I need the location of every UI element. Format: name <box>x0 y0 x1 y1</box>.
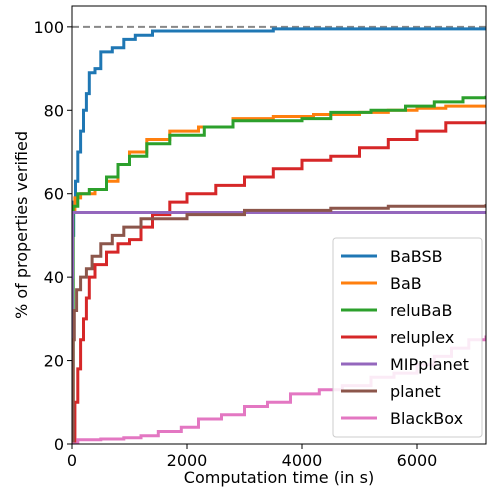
legend-label-babsb: BaBSB <box>390 247 443 266</box>
y-axis-label: % of properties verified <box>12 131 31 319</box>
y-tick-label: 60 <box>44 185 64 204</box>
legend-box <box>332 237 483 438</box>
legend-label-bab: BaB <box>390 274 422 293</box>
plot-lines <box>72 25 486 444</box>
legend-label-planet: planet <box>390 382 441 401</box>
x-axis: 0 2000 4000 6000 <box>67 444 437 470</box>
legend: BaBSB BaB reluBaB reluplex MIPplanet planet Bl… <box>332 237 483 438</box>
x-tick-label: 6000 <box>397 451 438 470</box>
legend-label-blackbox: BlackBox <box>390 409 463 428</box>
x-axis-label: Computation time (in s) <box>184 468 374 487</box>
series-line-relubab <box>72 95 486 444</box>
plot-frame <box>71 5 487 445</box>
y-tick-label: 100 <box>33 18 64 37</box>
x-tick-label: 0 <box>67 451 77 470</box>
series-line-reluplex <box>72 120 486 444</box>
y-tick-label: 40 <box>44 268 64 287</box>
y-tick-label: 20 <box>44 352 64 371</box>
y-tick-label: 80 <box>44 101 64 120</box>
y-axis: 0 20 40 60 80 100 <box>33 18 72 454</box>
legend-label-mipplanet: MIPplanet <box>390 355 469 374</box>
series-line-planet <box>72 204 486 444</box>
legend-label-reluplex: reluplex <box>390 328 454 347</box>
y-tick-label: 0 <box>54 435 64 454</box>
x-tick-label: 2000 <box>167 451 208 470</box>
x-tick-label: 4000 <box>282 451 323 470</box>
legend-label-relubab: reluBaB <box>390 301 452 320</box>
